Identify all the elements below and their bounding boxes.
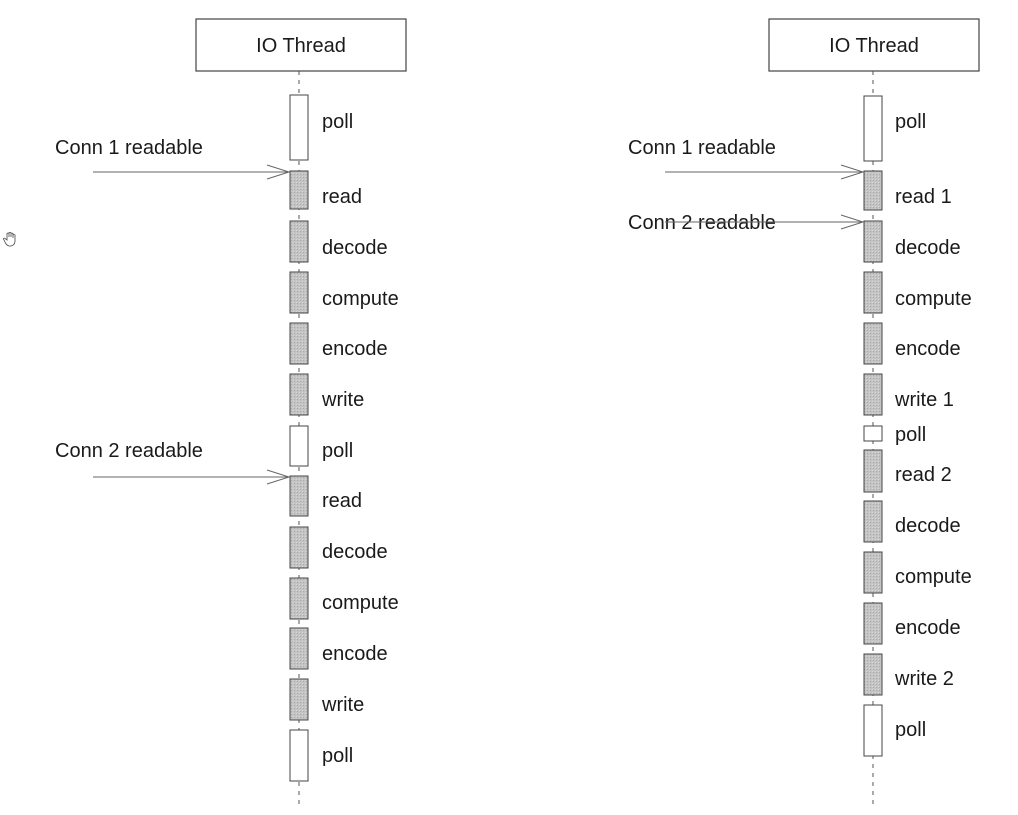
step-bar <box>863 271 883 314</box>
arrow-head <box>840 214 865 230</box>
step-label: poll <box>322 745 353 767</box>
step-bar <box>863 704 883 757</box>
step-label: read 1 <box>895 186 952 208</box>
step-bar <box>863 500 883 543</box>
step-label: compute <box>895 288 972 310</box>
step-label: read 2 <box>895 464 952 486</box>
step-label: write 1 <box>894 389 954 411</box>
step-bar <box>863 322 883 365</box>
step-label: compute <box>322 288 399 310</box>
step-bar <box>863 95 883 162</box>
header-box <box>195 18 407 72</box>
header-box <box>768 18 980 72</box>
step-bar <box>863 220 883 263</box>
step-label: encode <box>322 643 388 665</box>
step-bar <box>289 220 309 263</box>
step-bar <box>289 475 309 517</box>
step-label: write 2 <box>894 668 954 690</box>
step-label: decode <box>895 515 961 537</box>
arrow-head <box>266 469 291 485</box>
header-label: IO Thread <box>256 35 346 57</box>
step-bar <box>289 526 309 569</box>
step-label: decode <box>322 237 388 259</box>
header-label: IO Thread <box>829 35 919 57</box>
event-label: Conn 2 readable <box>628 212 776 234</box>
step-bar <box>289 577 309 620</box>
step-bar <box>289 678 309 721</box>
step-bar <box>289 729 309 782</box>
step-bar <box>863 425 883 442</box>
step-bar <box>863 373 883 416</box>
step-bar <box>863 449 883 493</box>
event-label: Conn 2 readable <box>55 440 203 462</box>
step-bar <box>289 170 309 210</box>
step-label: decode <box>322 541 388 563</box>
step-label: encode <box>895 617 961 639</box>
arrow-head <box>840 164 865 180</box>
step-label: write <box>321 389 364 411</box>
step-label: poll <box>322 111 353 133</box>
diagram-left: IO Thread poll read decode compute encode wri… <box>55 18 407 808</box>
hand-cursor-icon <box>3 232 16 247</box>
step-bar <box>863 551 883 594</box>
step-bar <box>863 170 883 211</box>
step-label: poll <box>895 424 926 446</box>
step-label: encode <box>322 338 388 360</box>
step-label: read <box>322 186 362 208</box>
event-label: Conn 1 readable <box>55 137 203 159</box>
step-label: compute <box>895 566 972 588</box>
step-bar <box>289 373 309 416</box>
step-label: read <box>322 490 362 512</box>
diagram-right: IO Thread poll read 1 decode compute encode w… <box>628 18 980 808</box>
step-label: decode <box>895 237 961 259</box>
step-bar <box>289 271 309 314</box>
arrow-head <box>266 164 291 180</box>
step-label: write <box>321 694 364 716</box>
step-bar <box>289 94 309 161</box>
event-label: Conn 1 readable <box>628 137 776 159</box>
step-bar <box>863 653 883 696</box>
step-bar <box>289 425 309 467</box>
step-bar <box>863 602 883 645</box>
step-label: poll <box>895 111 926 133</box>
step-label: poll <box>322 440 353 462</box>
step-label: compute <box>322 592 399 614</box>
step-bar <box>289 627 309 670</box>
step-label: poll <box>895 719 926 741</box>
step-bar <box>289 322 309 365</box>
step-label: encode <box>895 338 961 360</box>
